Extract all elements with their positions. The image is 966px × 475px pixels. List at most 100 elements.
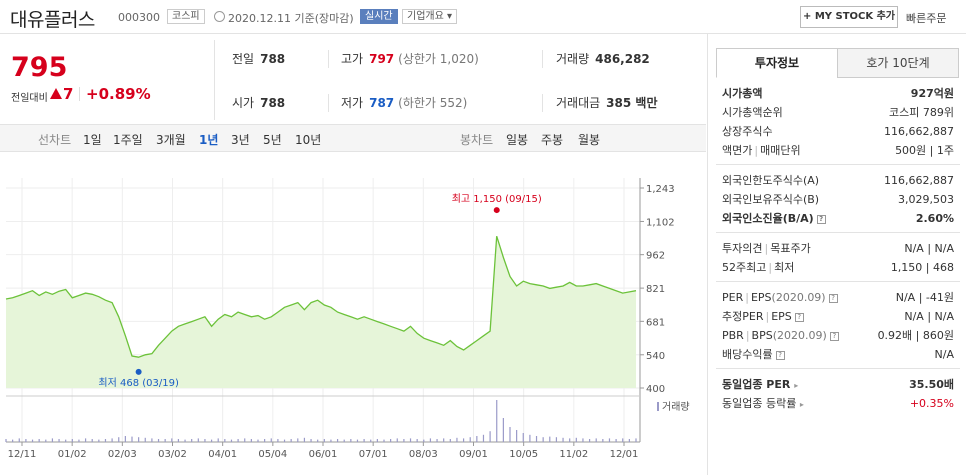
volume-value: 486,282 (595, 52, 650, 66)
volume-bar (489, 431, 491, 442)
realtime-button[interactable]: 실시간 (360, 9, 398, 24)
separator: | (745, 291, 749, 304)
period-5y[interactable]: 5년 (263, 133, 282, 147)
amount-value: 385 백만 (606, 96, 658, 110)
volume-bar (25, 439, 27, 442)
volume-bar (595, 438, 597, 442)
opinion-section: 투자의견 | 목표주가 N/A | N/A 52주최고 | 최저 1,150 | 468 (716, 233, 960, 282)
day-low: 저가 787 (하한가 552) (341, 94, 467, 114)
volume-bar (290, 439, 292, 442)
volume-bar (403, 439, 405, 442)
period-3m[interactable]: 3개월 (156, 133, 186, 147)
volume-bar (390, 439, 392, 442)
per-eps-label: PER | EPS(2020.09)? (722, 288, 838, 307)
volume-bar (456, 437, 458, 442)
help-icon[interactable]: ? (816, 214, 826, 224)
volume-bar (496, 400, 498, 442)
volume-bar (230, 439, 233, 442)
period-1w[interactable]: 1주일 (113, 133, 143, 147)
quick-order-button[interactable]: 빠른주문 (906, 12, 947, 25)
volume-bar (78, 439, 80, 442)
high-label: 고가 (341, 52, 364, 66)
volume-bar (131, 436, 133, 442)
sector-per-label: 동일업종 PER ▸ (722, 375, 798, 395)
low-annotation: 최저 468 (03/19) (98, 377, 179, 389)
volume-bar (482, 434, 485, 442)
shares-label: 상장주식수 (722, 125, 773, 138)
sector-rate-row: 동일업종 등락률 ▸ +0.35% (716, 394, 960, 413)
volume-bar (529, 434, 531, 442)
volume-bar (476, 436, 478, 442)
volume-bar (615, 439, 617, 442)
volume-bar (237, 439, 239, 442)
volume-bar (244, 438, 246, 442)
valuation-section: PER | EPS(2020.09)? N/A | -41원 추정PER | EPS? N/… (716, 282, 960, 369)
cap-rank-value: 코스피 789위 (889, 106, 954, 119)
foreign-hold-value: 3,029,503 (898, 193, 954, 206)
volume: 거래량 486,282 (556, 50, 650, 70)
chevron-right-icon[interactable]: ▸ (794, 381, 799, 390)
help-icon[interactable]: ? (794, 312, 804, 322)
volume-bar (197, 438, 199, 442)
dividend-row: 배당수익률? N/A (716, 345, 960, 364)
par-label: 액면가 (722, 144, 753, 157)
chevron-right-icon[interactable]: ▸ (799, 400, 804, 409)
divider (542, 50, 543, 68)
day-high: 고가 797 (상한가 1,020) (341, 50, 479, 70)
volume-bar (343, 439, 345, 442)
volume-bar (555, 437, 558, 442)
volume-bar (516, 430, 518, 442)
stock-header: 대유플러스 000300 코스피 2020.12.11 기준(장마감) 실시간 … (0, 0, 966, 34)
period-10y[interactable]: 10년 (295, 133, 322, 147)
add-my-stock-button[interactable]: + MY STOCK 추가 (800, 6, 898, 28)
separator: | (765, 310, 770, 323)
candle-monthly[interactable]: 월봉 (578, 133, 601, 147)
tab-investment-info[interactable]: 투자정보 (716, 48, 838, 78)
y-tick-label: 821 (646, 284, 665, 295)
market-cap-section: 시가총액 927억원 시가총액순위 코스피 789위 상장주식수 116,662,88… (716, 78, 960, 165)
candle-daily[interactable]: 일봉 (506, 133, 529, 147)
volume-bar (310, 439, 312, 442)
opinion-label: 투자의견 (722, 242, 763, 255)
volume-bar (562, 437, 564, 442)
volume-bar (224, 439, 226, 442)
period-3y[interactable]: 3년 (231, 133, 250, 147)
volume-bar (264, 439, 266, 442)
investment-info-panel: 투자정보 호가 10단계 시가총액 927억원 시가총액순위 코스피 789위 상장… (707, 34, 966, 475)
clock-icon (214, 11, 225, 22)
change-divider (79, 87, 80, 101)
volume-bar (283, 439, 286, 442)
volume-bar (210, 439, 213, 442)
open-value: 788 (260, 96, 286, 110)
y-tick-label: 540 (646, 351, 665, 362)
help-icon[interactable]: ? (828, 293, 838, 303)
volume-bar (336, 439, 339, 442)
bps-label: BPS (751, 329, 773, 342)
pbr-bps-value: 0.92배 | 860원 (877, 329, 954, 342)
volume-bar (569, 438, 571, 442)
change-label: 전일대비 (11, 93, 48, 104)
volume-bar (628, 439, 630, 442)
volume-bar (257, 439, 259, 442)
w52-value: 1,150 | 468 (890, 261, 954, 274)
volume-bar (635, 438, 637, 442)
prev-close-label: 전일 (232, 52, 255, 66)
volume-bar (602, 439, 604, 442)
tab-orderbook-10[interactable]: 호가 10단계 (837, 48, 959, 78)
volume-bar (18, 438, 20, 442)
price-area (6, 236, 636, 388)
candle-weekly[interactable]: 주봉 (541, 133, 564, 147)
help-icon[interactable]: ? (775, 350, 785, 360)
change-rate: +0.89% (86, 85, 151, 103)
volume-bar (416, 439, 418, 442)
help-icon[interactable]: ? (829, 331, 839, 341)
per-eps-row: PER | EPS(2020.09)? N/A | -41원 (716, 288, 960, 307)
period-1y[interactable]: 1년 (199, 133, 219, 147)
period-1d[interactable]: 1일 (83, 133, 102, 147)
volume-bar (330, 439, 332, 442)
sector-rate-label: 동일업종 등락률 ▸ (722, 394, 804, 414)
company-overview-dropdown[interactable]: 기업개요 ▾ (402, 9, 458, 24)
volume-bar (535, 436, 538, 442)
foreign-limit-label: 외국인한도주식수(A) (722, 174, 820, 187)
per-label: PER (722, 291, 744, 304)
